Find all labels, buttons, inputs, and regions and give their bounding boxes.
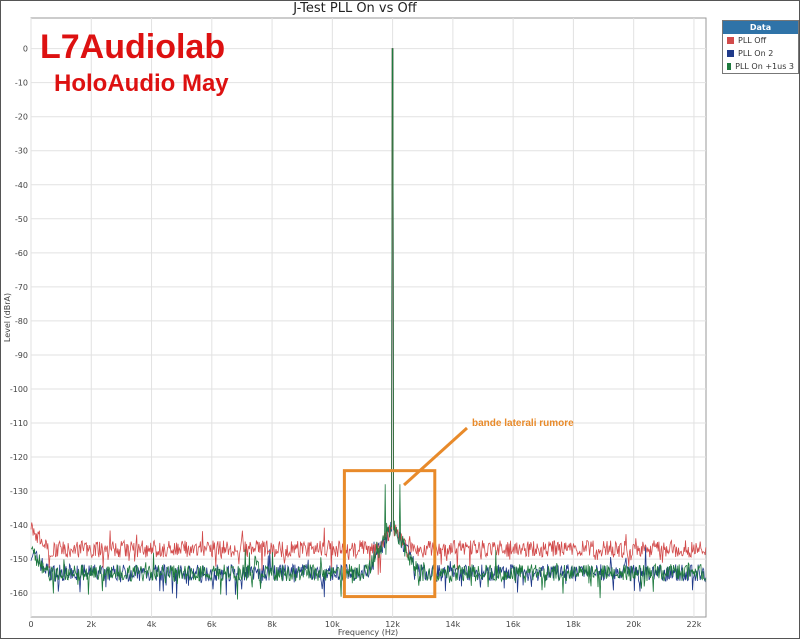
y-tick-label: -20	[15, 113, 28, 122]
y-tick-label: -30	[15, 147, 28, 156]
y-tick-label: -130	[10, 487, 28, 496]
legend-item[interactable]: PLL On 2	[723, 47, 798, 60]
y-tick-label: 0	[23, 45, 28, 54]
y-tick-label: -150	[10, 555, 28, 564]
plot-background	[30, 17, 707, 618]
y-tick-label: -40	[15, 181, 28, 190]
y-tick-label: -90	[15, 351, 28, 360]
x-tick-label: 22k	[687, 620, 702, 629]
legend-item[interactable]: PLL Off	[723, 34, 798, 47]
x-tick-label: 0	[28, 620, 33, 629]
y-tick-label: -10	[15, 79, 28, 88]
chart-title: J-Test PLL On vs Off	[293, 1, 417, 16]
x-tick-label: 2k	[86, 620, 96, 629]
watermark-line1: L7Audiolab	[40, 28, 226, 66]
annotation-arrow	[402, 426, 469, 487]
annotation-box	[342, 469, 437, 599]
legend: Data PLL Off PLL On 2 PLL On +1us 3	[722, 20, 799, 74]
swatch	[727, 63, 732, 70]
x-tick-label: 16k	[506, 620, 521, 629]
x-tick-label: 8k	[267, 620, 277, 629]
y-axis-label: Level (dBrA)	[3, 293, 12, 342]
x-tick-label: 18k	[566, 620, 581, 629]
series-line-1	[30, 48, 707, 599]
y-tick-label: -50	[15, 215, 28, 224]
y-tick-label: -110	[10, 419, 28, 428]
annotation-text: bande laterali rumore	[472, 418, 574, 429]
swatch	[727, 37, 734, 44]
legend-title: Data	[723, 21, 798, 34]
series-line-2	[31, 48, 707, 600]
watermark-line2: HoloAudio May	[54, 70, 229, 97]
x-tick-label: 10k	[325, 620, 340, 629]
x-tick-label: 12k	[385, 620, 400, 629]
x-axis-label: Frequency (Hz)	[338, 628, 398, 637]
x-tick-label: 14k	[445, 620, 460, 629]
y-tick-label: -100	[10, 385, 28, 394]
x-tick-label: 4k	[147, 620, 157, 629]
x-tick-label: 20k	[626, 620, 641, 629]
legend-item[interactable]: PLL On +1us 3	[723, 60, 798, 73]
x-tick-label: 6k	[207, 620, 217, 629]
y-tick-label: -120	[10, 453, 28, 462]
y-tick-label: -140	[10, 521, 28, 530]
series-line-0	[30, 48, 707, 575]
y-tick-label: -160	[10, 589, 28, 598]
y-tick-label: -70	[15, 283, 28, 292]
y-tick-label: -60	[15, 249, 28, 258]
y-tick-label: -80	[15, 317, 28, 326]
swatch	[727, 50, 734, 57]
